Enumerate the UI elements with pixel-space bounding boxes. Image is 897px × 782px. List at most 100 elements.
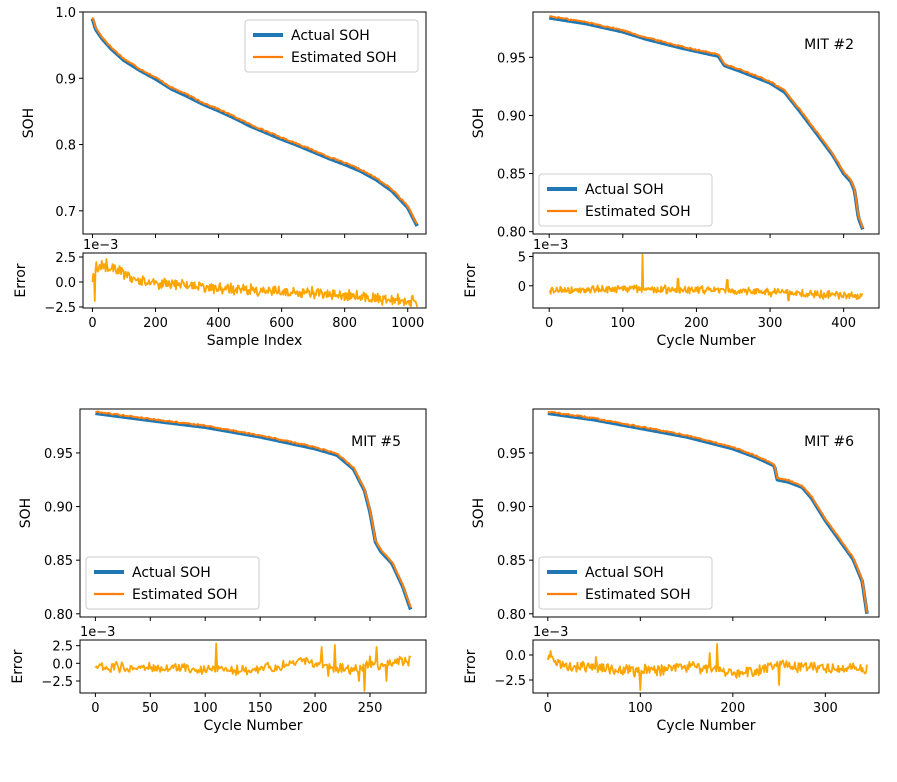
y-tick-label: 0.90 (497, 109, 526, 124)
x-tick-label: 400 (831, 316, 856, 331)
x-tick-label: 200 (303, 701, 328, 716)
x-tick-label: 1000 (391, 316, 424, 331)
error-y-tick-label: 2.5 (55, 251, 76, 266)
error-y-tick-label: 0.0 (52, 657, 73, 672)
series-error-line (546, 643, 868, 691)
panel-p3: 0.80 0.85 0.90 0.95 SOH MIT #5 Actual SOH Estim… (10, 408, 427, 734)
x-tick-label: 100 (628, 701, 653, 716)
error-exponent-label: 1e−3 (533, 625, 568, 640)
x-axis-label: Sample Index (207, 333, 302, 349)
error-exponent-label: 1e−3 (80, 625, 115, 640)
series-estimated-soh-line (548, 15, 864, 229)
y-tick-label: 0.80 (497, 608, 526, 623)
error-y-tick-label: 0.0 (55, 276, 76, 291)
error-exponent-label: 1e−3 (533, 238, 568, 253)
legend-label-actual: Actual SOH (585, 182, 664, 198)
y-tick-label: 0.85 (497, 168, 526, 183)
error-y-tick-label: 0.0 (505, 649, 526, 664)
y-tick-label: 0.90 (44, 501, 73, 516)
series-error-line (548, 253, 863, 302)
error-y-axis-label: Error (13, 263, 29, 297)
x-tick-label: 300 (813, 701, 838, 716)
main-axes-frame (532, 11, 880, 235)
x-tick-label: 200 (143, 316, 168, 331)
y-tick-label: 0.85 (44, 554, 73, 569)
panel-annotation: MIT #6 (804, 434, 854, 450)
series-estimated-soh-line (95, 410, 412, 608)
error-y-axis-label: Error (10, 649, 26, 683)
legend-box (538, 173, 713, 227)
x-axis-label: Cycle Number (657, 333, 756, 349)
error-axes-frame (532, 639, 880, 694)
series-actual-soh-line (90, 18, 419, 227)
legend: Actual SOH Estimated SOH (244, 19, 419, 73)
legend-label-estimated: Estimated SOH (132, 587, 238, 603)
y-tick-label: 0.95 (497, 447, 526, 462)
error-axes-frame (79, 639, 427, 694)
x-tick-label: 100 (610, 316, 635, 331)
error-y-tick-label: 5 (518, 251, 526, 266)
legend: Actual SOH Estimated SOH (538, 556, 713, 610)
legend: Actual SOH Estimated SOH (538, 173, 713, 227)
main-axes-frame (532, 408, 880, 618)
legend-box (244, 19, 419, 73)
x-tick-label: 100 (193, 701, 218, 716)
error-exponent-label: 1e−3 (83, 238, 118, 253)
legend-label-estimated: Estimated SOH (585, 587, 691, 603)
error-axes-frame (82, 252, 427, 309)
main-axes-frame (79, 408, 427, 618)
y-axis-label: SOH (18, 498, 34, 528)
y-axis-label: SOH (471, 498, 487, 528)
legend-label-actual: Actual SOH (132, 565, 211, 581)
x-tick-label: 200 (720, 701, 745, 716)
x-axis-label: Cycle Number (204, 718, 303, 734)
error-y-tick-label: 0 (518, 280, 526, 295)
x-tick-label: 200 (684, 316, 709, 331)
x-tick-label: 0 (91, 701, 99, 716)
y-tick-label: 0.85 (497, 554, 526, 569)
series-estimated-soh-line (547, 410, 868, 613)
panel-p2: 0.80 0.85 0.90 0.95 SOH MIT #2 Actual SOH Estim… (463, 11, 880, 349)
y-tick-label: 0.90 (497, 501, 526, 516)
panel-annotation: MIT #5 (351, 434, 401, 450)
y-tick-label: 0.80 (497, 226, 526, 241)
panel-annotation: MIT #2 (804, 37, 854, 53)
series-estimated-soh-line (91, 17, 419, 225)
legend: Actual SOH Estimated SOH (85, 556, 260, 610)
x-tick-label: 0 (88, 316, 96, 331)
error-y-tick-label: −2.5 (41, 675, 73, 690)
error-y-tick-label: −2.5 (494, 674, 526, 689)
y-tick-label: 0.95 (497, 51, 526, 66)
legend-box (85, 556, 260, 610)
x-tick-label: 600 (269, 316, 294, 331)
y-tick-label: 0.8 (55, 139, 76, 154)
x-axis-label: Cycle Number (657, 718, 756, 734)
y-tick-label: 1.0 (55, 6, 76, 21)
panel-p4: 0.80 0.85 0.90 0.95 SOH MIT #6 Actual SOH Estim… (463, 408, 880, 734)
panel-p1: 0.7 0.8 0.9 1.0 SOH Actual SOH Estimated SOH −2… (13, 6, 427, 349)
x-tick-label: 400 (206, 316, 231, 331)
legend-label-actual: Actual SOH (585, 565, 664, 581)
error-y-tick-label: −2.5 (44, 301, 76, 316)
error-axes-frame (532, 252, 880, 309)
legend-box (538, 556, 713, 610)
x-tick-label: 150 (248, 701, 273, 716)
y-tick-label: 0.9 (55, 72, 76, 87)
legend-label-estimated: Estimated SOH (291, 50, 397, 66)
x-tick-label: 300 (758, 316, 783, 331)
y-axis-label: SOH (471, 108, 487, 138)
main-axes-frame (82, 11, 427, 235)
x-tick-label: 0 (544, 701, 552, 716)
error-y-axis-label: Error (463, 263, 479, 297)
x-tick-label: 250 (358, 701, 383, 716)
x-tick-label: 800 (332, 316, 357, 331)
error-y-tick-label: 2.5 (52, 640, 73, 655)
error-y-axis-label: Error (463, 649, 479, 683)
y-tick-label: 0.80 (44, 608, 73, 623)
x-tick-label: 50 (142, 701, 159, 716)
y-tick-label: 0.7 (55, 205, 76, 220)
series-error-line (91, 258, 419, 308)
y-axis-label: SOH (21, 108, 37, 138)
legend-label-actual: Actual SOH (291, 28, 370, 44)
